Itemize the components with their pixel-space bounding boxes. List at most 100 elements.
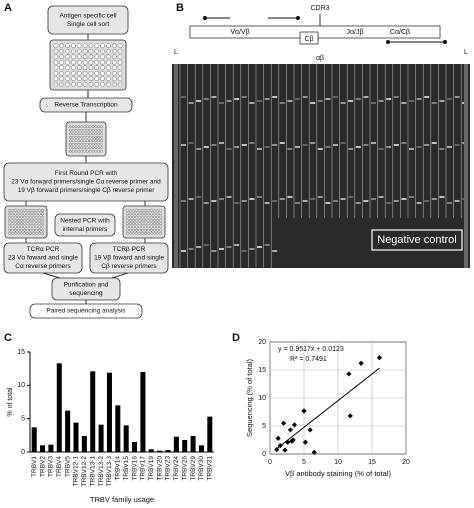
well <box>65 48 70 54</box>
band <box>203 146 209 148</box>
well <box>17 232 20 235</box>
bar <box>31 427 37 452</box>
panel-label: C <box>4 332 12 344</box>
well <box>71 125 75 129</box>
band <box>279 102 285 104</box>
well <box>53 43 59 49</box>
well <box>100 149 103 153</box>
well <box>141 209 144 212</box>
well <box>135 222 138 225</box>
x-tick-label: 15 <box>368 459 376 466</box>
well <box>32 209 35 212</box>
band <box>196 196 202 198</box>
well <box>8 225 11 229</box>
x-tick-label: TRBV31 <box>207 456 214 481</box>
well <box>65 76 70 82</box>
well <box>144 212 147 216</box>
well <box>94 142 98 146</box>
well <box>17 215 20 219</box>
bar <box>123 425 129 452</box>
well <box>69 149 72 153</box>
well <box>74 125 78 129</box>
well <box>26 225 29 229</box>
well <box>80 125 84 129</box>
well <box>153 212 156 216</box>
well <box>69 132 72 136</box>
well <box>59 59 65 65</box>
x-tick-label: TRBV15 <box>123 456 130 481</box>
band <box>333 200 338 202</box>
band <box>439 196 445 198</box>
well <box>8 209 11 212</box>
bar <box>182 440 188 452</box>
well <box>129 215 132 219</box>
well <box>138 215 141 219</box>
well <box>97 146 101 150</box>
well <box>53 70 59 76</box>
well <box>159 209 162 212</box>
flow-box <box>89 242 169 274</box>
well <box>26 228 29 232</box>
well <box>23 225 26 229</box>
well <box>8 232 11 235</box>
well <box>80 149 84 153</box>
well <box>76 43 82 49</box>
construct-c <box>299 31 319 45</box>
band <box>340 198 346 200</box>
well <box>41 222 44 225</box>
well <box>88 142 92 146</box>
construct-label: Cβ <box>304 36 313 43</box>
well <box>26 212 29 216</box>
well <box>59 70 65 76</box>
well <box>135 225 138 229</box>
point <box>287 427 293 433</box>
well <box>106 65 111 71</box>
band <box>431 102 437 104</box>
band <box>219 142 224 144</box>
well <box>126 219 129 222</box>
band <box>355 146 361 148</box>
well <box>35 225 38 229</box>
well <box>100 132 103 136</box>
well <box>11 228 14 232</box>
well <box>83 125 86 129</box>
flow-text: Antigen specific cell <box>59 12 117 19</box>
well <box>26 209 29 212</box>
well <box>53 76 59 82</box>
well <box>23 215 26 219</box>
well <box>106 54 111 60</box>
well <box>94 81 100 87</box>
well <box>159 225 162 229</box>
flow-text: Nested PCR with <box>60 217 110 224</box>
well <box>83 128 86 132</box>
well <box>71 70 76 76</box>
band <box>234 98 240 100</box>
well <box>69 146 72 150</box>
band <box>454 96 460 98</box>
well <box>35 219 38 222</box>
flow-box <box>3 162 169 202</box>
well <box>88 132 92 136</box>
point <box>347 413 353 419</box>
well <box>150 209 153 212</box>
bar <box>65 410 71 452</box>
well <box>26 215 29 219</box>
well <box>126 209 129 212</box>
band <box>241 96 247 98</box>
well <box>41 225 44 229</box>
well <box>17 219 20 222</box>
well <box>29 215 32 219</box>
well <box>129 209 132 212</box>
well <box>111 54 117 60</box>
band <box>295 98 300 100</box>
well <box>17 212 20 216</box>
well <box>100 54 105 60</box>
well <box>100 81 105 87</box>
well <box>94 48 100 54</box>
ladder <box>464 64 468 268</box>
primer-end <box>296 16 300 20</box>
well <box>26 232 29 235</box>
well <box>59 43 65 49</box>
band <box>424 200 430 202</box>
band <box>454 144 460 146</box>
